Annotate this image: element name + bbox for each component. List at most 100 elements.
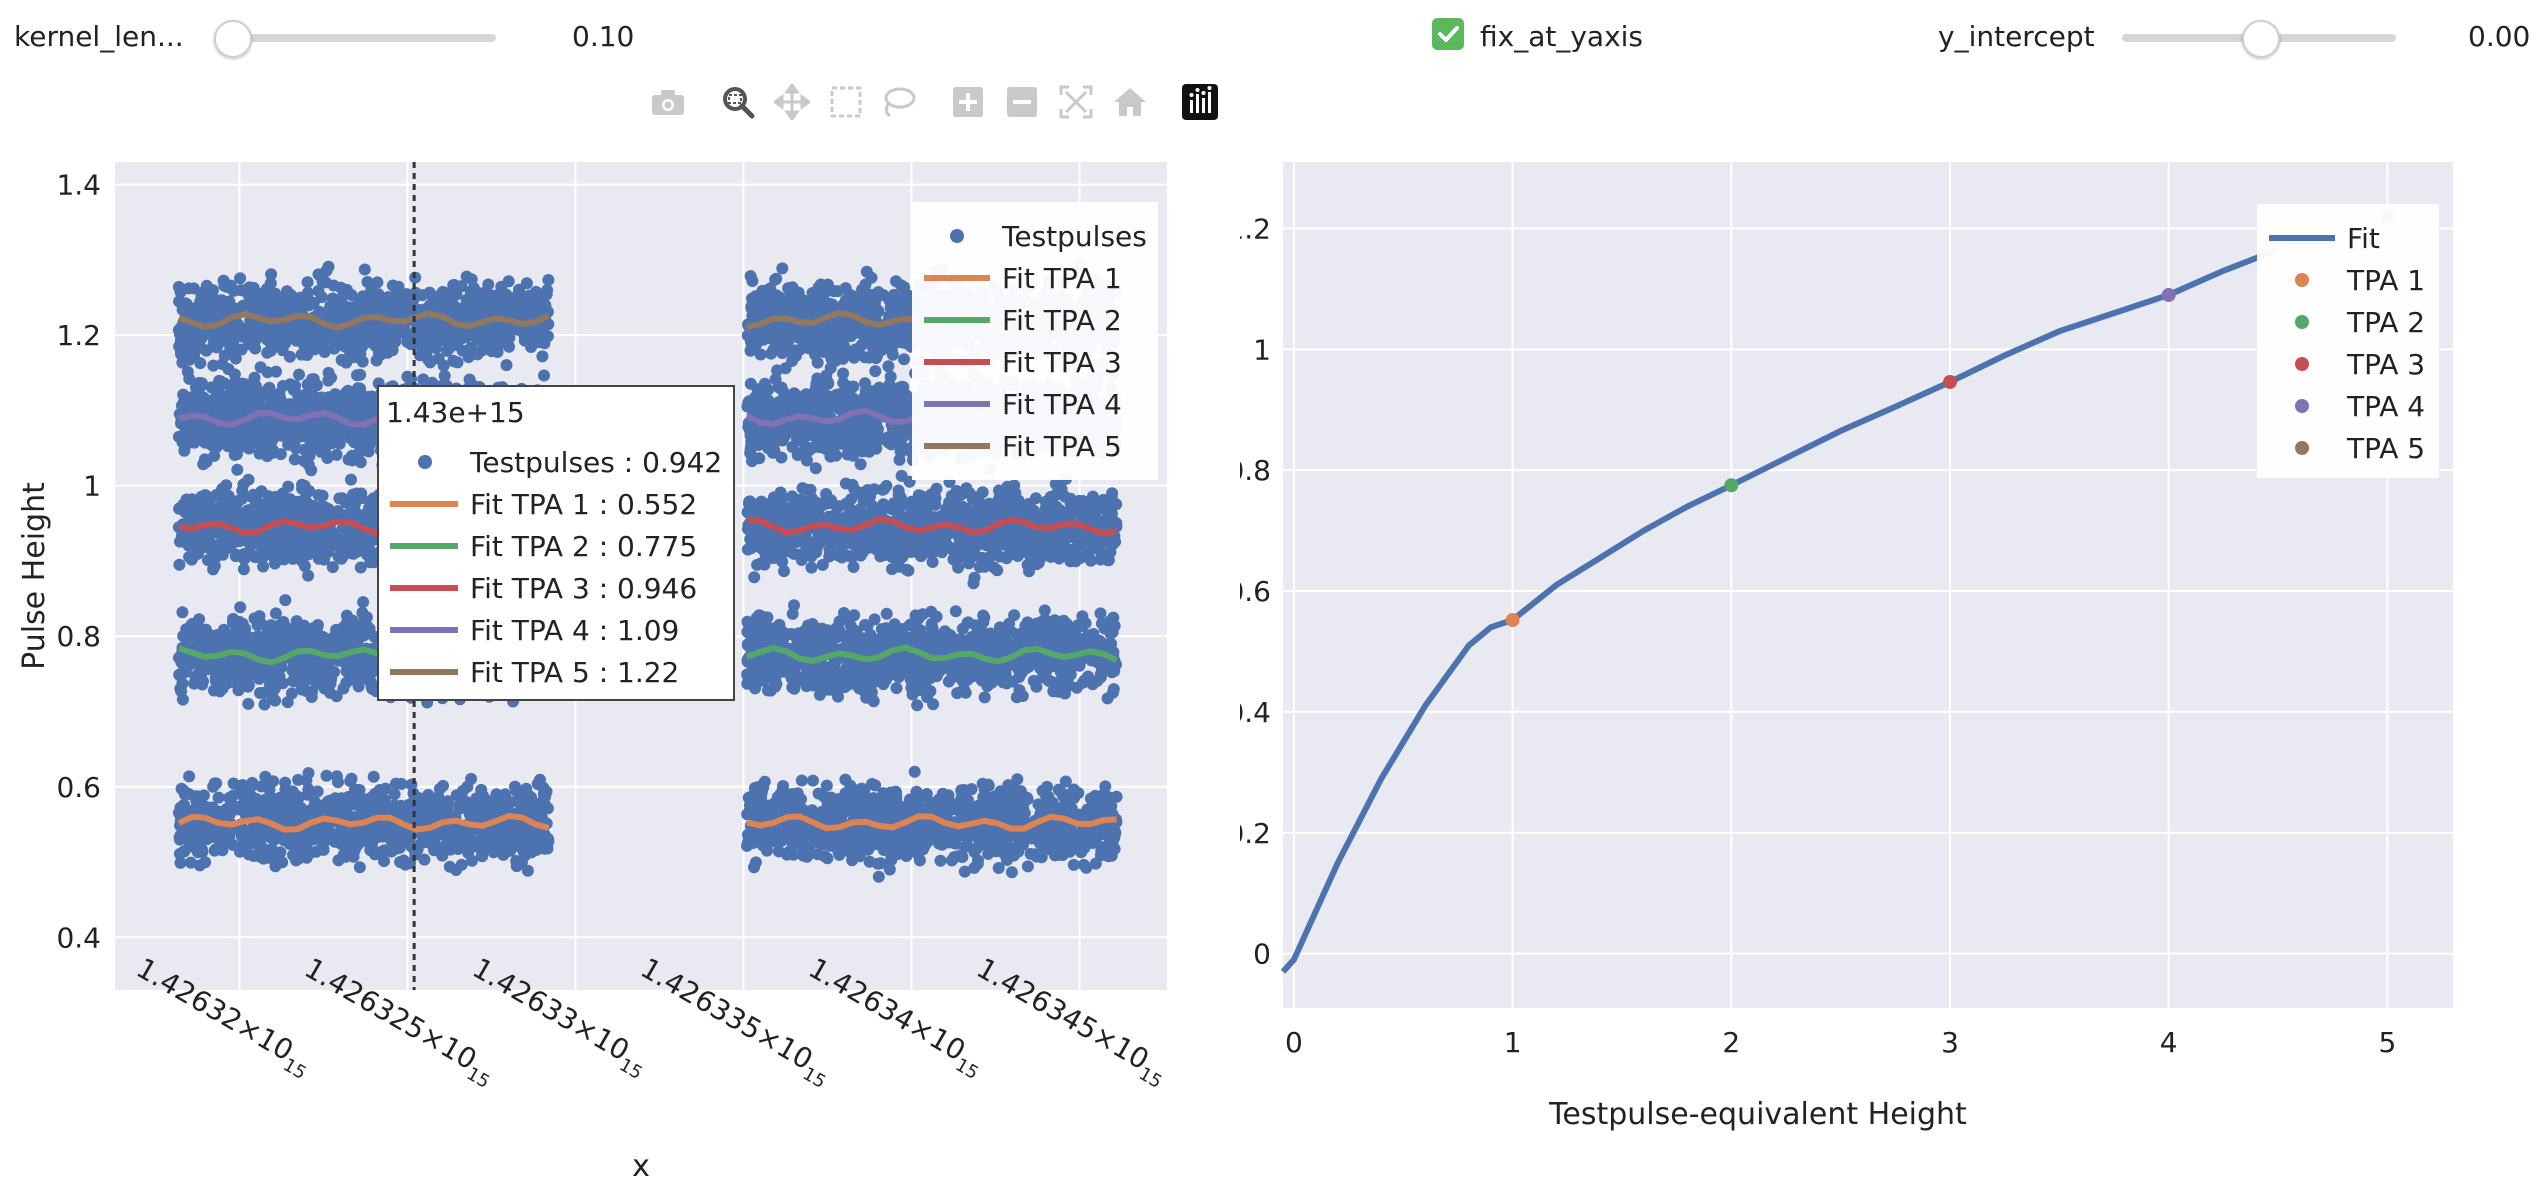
scatter-point [264,795,276,808]
scatter-point [401,370,414,383]
scatter-point [348,618,361,631]
lasso-select-icon[interactable] [876,80,920,124]
scatter-point [350,665,363,678]
x-tick-exponent: 15 [463,1063,493,1093]
scatter-point [342,407,355,419]
scatter-point [292,495,305,508]
scatter-point [199,624,212,637]
scatter-point [335,353,348,366]
scatter-point [214,808,227,821]
fix-at-yaxis-checkbox[interactable] [1432,18,1464,50]
scatter-point [301,276,314,289]
scatter-point [221,536,234,549]
scatter-point [209,843,222,856]
scatter-point [288,665,301,678]
scatter-point [279,776,292,789]
scatter-point [217,274,230,287]
scatter-point [204,434,217,447]
scatter-point [538,369,550,382]
zoom-out-icon[interactable] [1000,80,1044,124]
scatter-point [500,359,513,372]
scatter-point [239,397,251,410]
scatter-point [259,633,271,646]
scatter-point [290,615,303,628]
y-tick-label: 0.4 [56,921,101,954]
scatter-point [219,503,232,516]
scatter-point [264,344,277,357]
scatter-point [320,769,333,782]
intercept-slider-thumb[interactable] [2242,20,2280,58]
y-tick-label: 1 [83,470,101,503]
y-intercept-label: y_intercept [1938,20,2095,53]
scatter-point [422,793,435,806]
scatter-point [212,386,225,399]
scatter-point [344,824,357,837]
scatter-point [261,450,274,463]
scatter-point [335,538,348,551]
scatter-point [288,453,301,466]
scatter-point [401,806,414,819]
kernel-length-slider[interactable] [214,20,504,58]
plotly-logo-icon[interactable] [1178,80,1222,124]
scatter-point [230,448,243,461]
zoom-icon[interactable] [716,80,760,124]
x-tick-exponent: 15 [615,1054,645,1084]
scatter-point [330,770,343,783]
scatter-point [248,612,261,625]
scatter-point [178,663,191,676]
scatter-point [345,547,358,560]
scatter-point [355,827,368,839]
scatter-point [248,371,261,384]
scatter-point [497,848,510,861]
scatter-point [448,279,461,291]
scatter-point [518,799,531,812]
scatter-point [333,805,346,818]
scatter-point [358,263,371,276]
scatter-point [342,453,355,466]
scatter-point [438,369,451,382]
camera-icon[interactable] [646,80,690,124]
x-tick-exponent: 15 [799,1063,829,1093]
y-intercept-slider[interactable] [2118,20,2398,58]
scatter-point [244,534,256,547]
reset-axes-icon[interactable] [1108,80,1152,124]
scatter-point [496,802,509,815]
scatter-point [242,670,255,683]
scatter-point [317,532,330,545]
scatter-point [279,594,292,607]
box-select-icon[interactable] [824,80,868,124]
scatter-point [501,826,514,839]
scatter-point [464,342,477,355]
modebar [640,78,1240,126]
pan-icon[interactable] [770,80,814,124]
scatter-point [357,596,370,609]
scatter-point [473,841,486,854]
scatter-point [463,827,476,840]
scatter-point [312,637,325,650]
scatter-point [490,788,503,801]
scatter-point [228,329,241,342]
autoscale-icon[interactable] [1054,80,1098,124]
scatter-point [521,788,534,800]
scatter-point [357,672,370,685]
scatter-point [174,856,187,869]
scatter-point [257,560,270,573]
zoom-in-icon[interactable] [946,80,990,124]
scatter-point [324,664,337,677]
scatter-point [341,636,354,649]
scatter-point [274,553,286,565]
pulse-height-chart[interactable]: 0.40.60.811.21.41.42632×10151.426325×101… [0,140,1240,1194]
scatter-point [527,290,540,303]
scatter-point [336,524,349,537]
scatter-point [521,864,534,877]
kernel-slider-thumb[interactable] [214,20,252,58]
scatter-point [260,416,273,429]
kernel-slider-track[interactable] [226,34,496,42]
scatter-point [294,399,307,412]
scatter-point [447,355,460,368]
scatter-point [199,856,212,869]
scatter-point [193,613,206,626]
scatter-point [423,286,436,299]
scatter-point [176,356,189,369]
scatter-point [217,403,229,415]
